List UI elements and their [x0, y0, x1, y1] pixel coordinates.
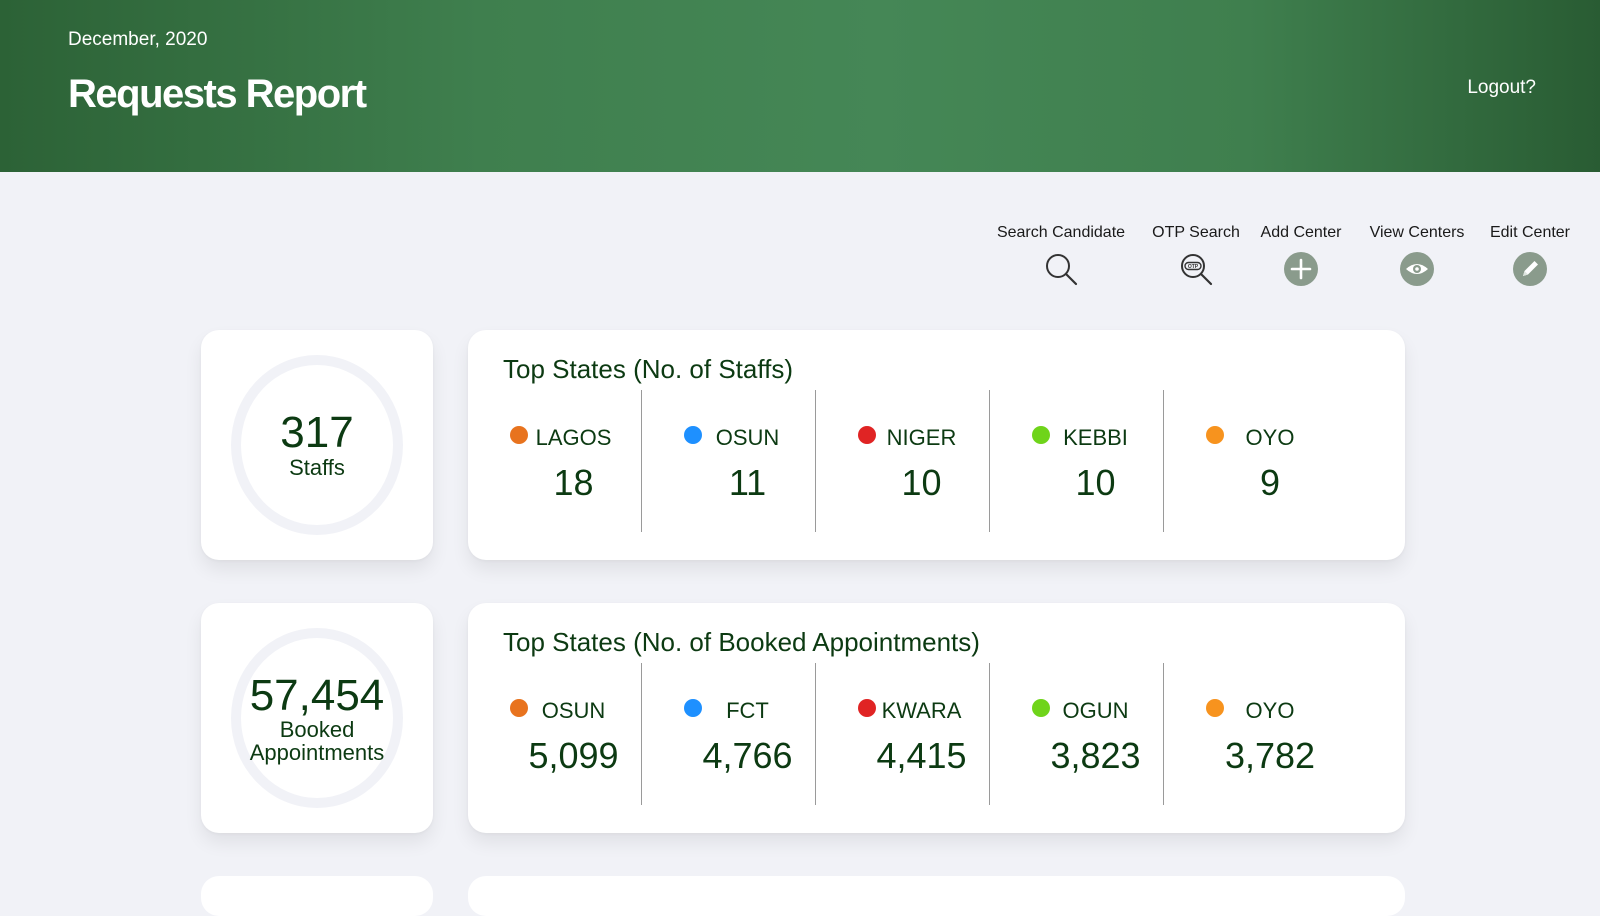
- state-color-dot: [684, 699, 702, 717]
- state-name: NIGER: [886, 425, 957, 450]
- state-stat: OYO 3,782: [1164, 663, 1338, 805]
- edit-center-label: Edit Center: [1489, 224, 1571, 241]
- add-center-label: Add Center: [1260, 224, 1342, 241]
- state-stat: NIGER 10: [816, 390, 990, 532]
- top-states-staffs-card: Top States (No. of Staffs) LAGOS 18 OSUN…: [468, 330, 1405, 560]
- state-color-dot: [858, 699, 876, 717]
- otp-search-button[interactable]: OTP Search OTP: [1146, 224, 1246, 287]
- page-header: December, 2020 Requests Report Logout?: [0, 0, 1600, 172]
- state-value: 5,099: [528, 735, 619, 776]
- state-color-dot: [858, 426, 876, 444]
- state-value: 10: [1075, 462, 1116, 503]
- state-name: KEBBI: [1063, 425, 1128, 450]
- state-value: 4,415: [876, 735, 967, 776]
- state-name: FCT: [726, 698, 769, 723]
- state-color-dot: [1206, 699, 1224, 717]
- view-centers-label: View Centers: [1369, 224, 1465, 241]
- state-stat: KWARA 4,415: [816, 663, 990, 805]
- appointments-total-label-line1: Booked: [279, 717, 355, 742]
- state-name: OYO: [1245, 425, 1295, 450]
- otp-search-icon: OTP: [1181, 254, 1213, 286]
- page-title: Requests Report: [68, 72, 367, 116]
- search-candidate-label: Search Candidate: [996, 224, 1126, 241]
- search-icon: [1046, 254, 1078, 286]
- state-color-dot: [1032, 699, 1050, 717]
- top-states-appointments-title: Top States (No. of Booked Appointments): [503, 627, 980, 657]
- appointments-ring: [231, 628, 403, 808]
- logout-link[interactable]: Logout?: [1467, 77, 1536, 98]
- add-center-button[interactable]: Add Center: [1256, 224, 1346, 287]
- otp-search-label: OTP Search: [1152, 224, 1240, 241]
- state-stat: LAGOS 18: [468, 390, 642, 532]
- staffs-total-card: 317 Staffs: [201, 330, 433, 560]
- staffs-ring: [231, 355, 403, 535]
- next-states-card-peek: [468, 876, 1405, 916]
- eye-circle-icon: [1400, 252, 1434, 286]
- state-value: 18: [553, 462, 594, 503]
- state-value: 3,782: [1224, 735, 1316, 776]
- appointments-total-card: 57,454 Booked Appointments: [201, 603, 433, 833]
- state-color-dot: [510, 426, 528, 444]
- state-value: 4,766: [702, 735, 793, 776]
- state-color-dot: [510, 699, 528, 717]
- state-stat: OYO 9: [1164, 390, 1338, 532]
- plus-circle-icon: [1284, 252, 1318, 286]
- appointments-total-value: 57,454: [249, 671, 385, 720]
- state-color-dot: [1032, 426, 1050, 444]
- state-name: OSUN: [715, 425, 780, 450]
- state-name: KWARA: [881, 698, 962, 723]
- action-toolbar: Search Candidate OTP Search OTP Add Cent…: [0, 224, 1600, 294]
- edit-center-button[interactable]: Edit Center: [1481, 224, 1579, 287]
- state-stat: OSUN 5,099: [468, 663, 642, 805]
- state-stat: KEBBI 10: [990, 390, 1164, 532]
- state-value: 3,823: [1050, 735, 1141, 776]
- state-name: OGUN: [1062, 698, 1129, 723]
- state-stat: OSUN 11: [642, 390, 816, 532]
- staffs-total-label: Staffs: [289, 455, 345, 480]
- state-value: 11: [728, 462, 767, 503]
- state-color-dot: [1206, 426, 1224, 444]
- pencil-circle-icon: [1513, 252, 1547, 286]
- state-name: OYO: [1245, 698, 1295, 723]
- state-value: 9: [1259, 462, 1281, 503]
- state-value: 10: [901, 462, 942, 503]
- top-states-staffs-title: Top States (No. of Staffs): [503, 354, 793, 384]
- svg-text:OTP: OTP: [1188, 264, 1199, 270]
- report-date: December, 2020: [68, 29, 208, 50]
- state-stat: OGUN 3,823: [990, 663, 1164, 805]
- staffs-total-value: 317: [280, 408, 354, 457]
- top-states-appointments-card: Top States (No. of Booked Appointments) …: [468, 603, 1405, 833]
- search-candidate-button[interactable]: Search Candidate: [996, 224, 1126, 287]
- state-color-dot: [684, 426, 702, 444]
- view-centers-button[interactable]: View Centers: [1362, 224, 1472, 287]
- state-stat: FCT 4,766: [642, 663, 816, 805]
- state-name: LAGOS: [535, 425, 612, 450]
- state-name: OSUN: [541, 698, 606, 723]
- next-total-card-peek: [201, 876, 433, 916]
- appointments-total-label-line2: Appointments: [249, 740, 385, 765]
